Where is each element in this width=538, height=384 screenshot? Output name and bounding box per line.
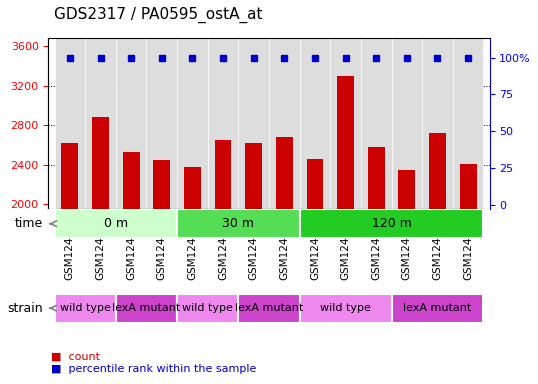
Text: lexA mutant: lexA mutant [235,303,303,313]
Bar [392,38,422,209]
Bar [116,38,146,209]
Bar [337,76,354,209]
Text: 30 m: 30 m [222,217,254,230]
Bar [399,170,415,209]
Bar [429,133,446,209]
Bar [177,294,238,323]
Bar [177,209,300,238]
Bar [123,152,139,209]
Bar [422,38,453,209]
Bar [116,294,177,323]
Bar [238,294,300,323]
Text: wild type: wild type [320,303,371,313]
Bar [54,294,116,323]
Text: ■  percentile rank within the sample: ■ percentile rank within the sample [51,364,257,374]
Text: 120 m: 120 m [372,217,412,230]
Bar [92,118,109,209]
Bar [153,160,170,209]
Bar [215,140,231,209]
Bar [54,209,177,238]
Bar [300,38,330,209]
Bar [245,143,262,209]
Bar [146,38,177,209]
Bar [54,38,85,209]
Text: strain: strain [8,302,43,314]
Bar [453,38,484,209]
Bar [61,143,79,209]
Text: time: time [15,217,43,230]
Text: GDS2317 / PA0595_ostA_at: GDS2317 / PA0595_ostA_at [54,7,263,23]
Bar [238,38,269,209]
Bar [208,38,238,209]
Bar [300,294,392,323]
Bar [392,294,484,323]
Bar [368,147,385,209]
Bar [300,209,484,238]
Bar [459,164,477,209]
Text: wild type: wild type [60,303,111,313]
Bar [361,38,392,209]
Bar [330,38,361,209]
Text: ■  count: ■ count [51,352,100,362]
Bar [276,137,293,209]
Text: lexA mutant: lexA mutant [112,303,181,313]
Bar [85,38,116,209]
Text: wild type: wild type [182,303,233,313]
Text: 0 m: 0 m [104,217,128,230]
Text: lexA mutant: lexA mutant [404,303,472,313]
Bar [177,38,208,209]
Bar [184,167,201,209]
Bar [269,38,300,209]
Bar [307,159,323,209]
